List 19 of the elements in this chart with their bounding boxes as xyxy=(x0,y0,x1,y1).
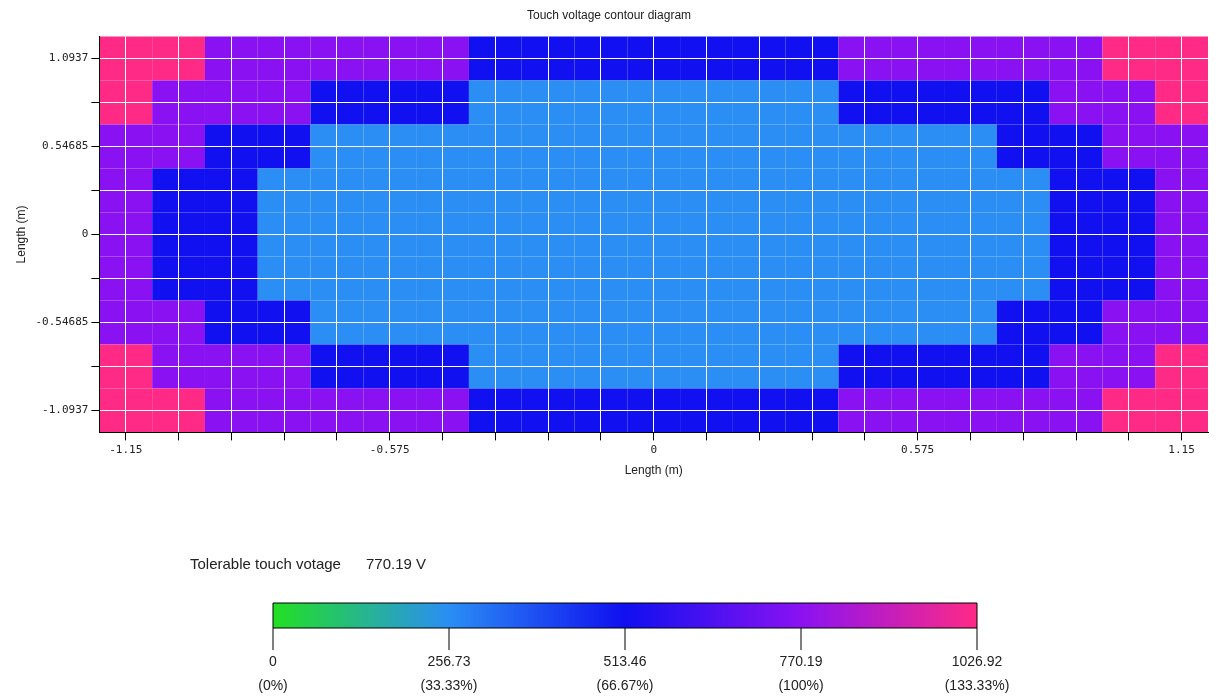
color-bar-label: 256.73 (33.33%) xyxy=(420,652,478,693)
y-tick-label: 0.54685 xyxy=(42,139,89,153)
y-tick-label: -0.54685 xyxy=(35,315,89,329)
color-bar-label: 770.19 (100%) xyxy=(778,652,824,693)
y-axis-title: Length (m) xyxy=(13,205,28,264)
x-tick-label: 0 xyxy=(650,442,657,456)
y-tick-label: -1.0937 xyxy=(42,403,89,417)
x-tick-label: -1.15 xyxy=(109,442,143,456)
color-bar-label: 1026.92 (133.33%) xyxy=(944,652,1010,693)
x-tick-label: 0.575 xyxy=(901,442,935,456)
chart-title: Touch voltage contour diagram xyxy=(526,7,692,22)
x-axis-title: Length (m) xyxy=(624,463,683,478)
text: Tolerable touch votage 770.19 V xyxy=(190,555,426,573)
color-bar-label: 0 (0%) xyxy=(258,652,288,693)
y-tick-label: 0 xyxy=(81,227,89,241)
x-tick-label: 1.15 xyxy=(1168,442,1195,456)
x-tick-label: -0.575 xyxy=(369,442,410,456)
y-tick-label: 1.0937 xyxy=(48,51,89,65)
color-bar-label: 513.46 (66.67%) xyxy=(596,652,654,693)
